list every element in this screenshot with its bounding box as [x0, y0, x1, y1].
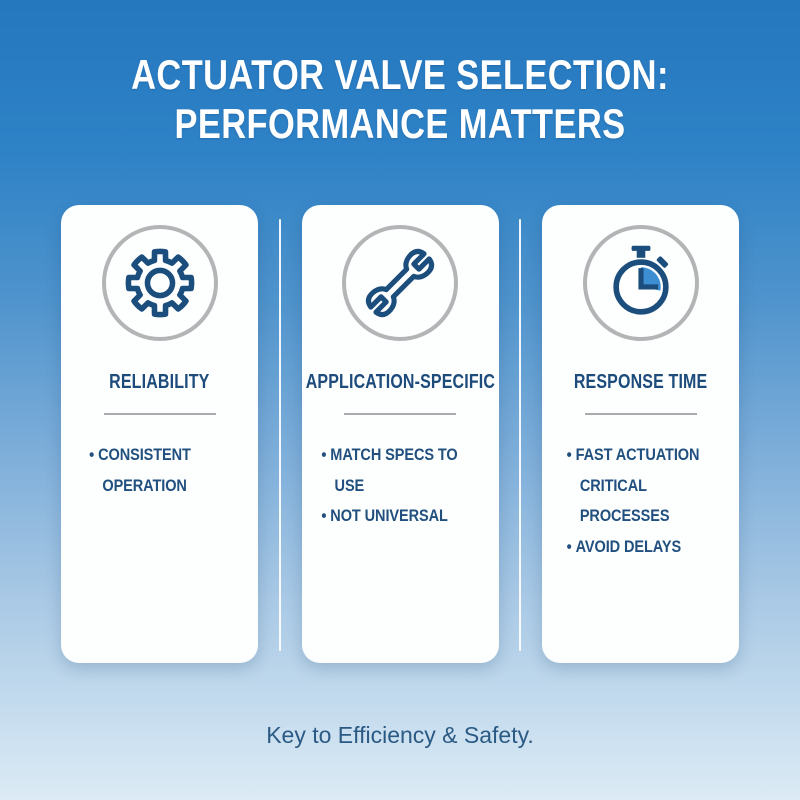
card-separator	[278, 219, 281, 651]
card-response-time: RESPONSE TIME FAST ACTUATION CRITICAL PR…	[542, 205, 739, 663]
heading-underline	[584, 413, 697, 415]
wrench-icon	[342, 225, 458, 341]
page-title: ACTUATOR VALVE SELECTION: PERFORMANCE MA…	[0, 50, 800, 148]
bullet-item: AVOID DELAYS	[567, 532, 716, 563]
card-heading: RELIABILITY	[109, 370, 210, 393]
page-title-line1: ACTUATOR VALVE SELECTION:	[131, 51, 669, 98]
bullet-item: FAST ACTUATION CRITICAL PROCESSES	[567, 440, 716, 532]
bullet-item: MATCH SPECS TO USE	[321, 440, 475, 501]
stopwatch-icon	[582, 225, 699, 341]
card-heading: APPLICATION-SPECIFIC	[305, 370, 495, 393]
cards-row: RELIABILITY CONSISTENT OPERATION APPLICA…	[61, 205, 739, 663]
heading-underline	[103, 413, 216, 415]
bullet-item: CONSISTENT OPERATION	[89, 440, 234, 501]
footer-tagline: Key to Efficiency & Safety.	[266, 722, 534, 748]
bullet-list: CONSISTENT OPERATION	[61, 440, 234, 501]
heading-underline	[344, 413, 456, 415]
card-heading: RESPONSE TIME	[573, 370, 708, 393]
gear-icon	[101, 225, 218, 341]
bullet-item: NOT UNIVERSAL	[321, 501, 475, 532]
page-title-line2: PERFORMANCE MATTERS	[174, 100, 626, 148]
bullet-list: FAST ACTUATION CRITICAL PROCESSES AVOID …	[542, 440, 715, 562]
bullet-list: MATCH SPECS TO USE NOT UNIVERSAL	[302, 440, 475, 532]
card-separator	[519, 219, 522, 651]
card-application-specific: APPLICATION-SPECIFIC MATCH SPECS TO USE …	[301, 205, 499, 663]
card-reliability: RELIABILITY CONSISTENT OPERATION	[61, 205, 258, 663]
